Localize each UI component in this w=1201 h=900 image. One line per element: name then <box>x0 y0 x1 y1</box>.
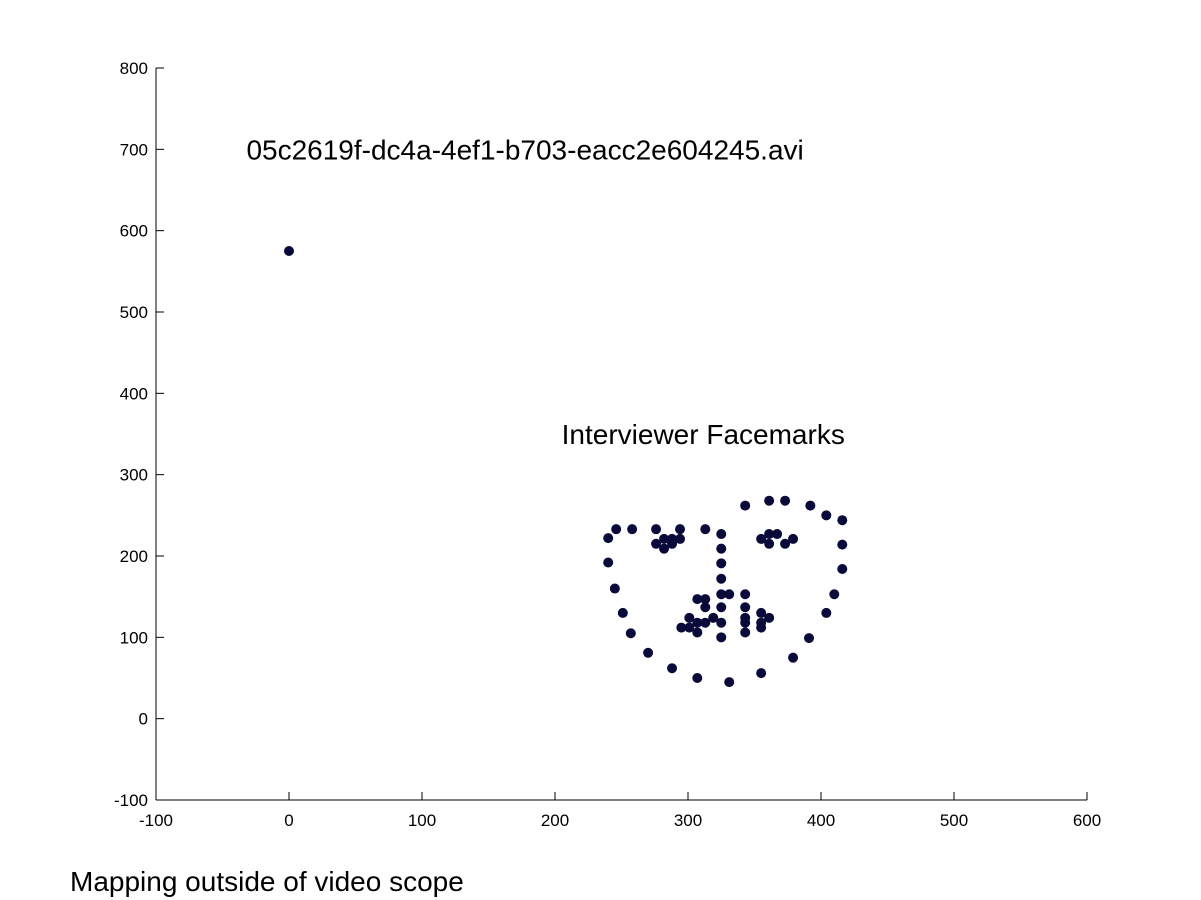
x-tick-label: 500 <box>940 811 968 830</box>
caption: Mapping outside of video scope <box>70 866 464 897</box>
data-point <box>780 495 791 506</box>
facemarks-annotation: Interviewer Facemarks <box>562 419 845 450</box>
data-point <box>643 647 654 658</box>
y-tick-label: 600 <box>120 222 148 241</box>
data-point <box>675 524 686 535</box>
data-point <box>740 612 751 623</box>
y-tick-label: 800 <box>120 59 148 78</box>
data-point <box>716 617 727 628</box>
video-filename-annotation: 05c2619f-dc4a-4ef1-b703-eacc2e604245.avi <box>246 134 803 165</box>
x-tick-label: 400 <box>807 811 835 830</box>
data-point <box>829 589 840 600</box>
x-tick-label: 600 <box>1073 811 1101 830</box>
data-point <box>716 529 727 540</box>
y-tick-label: 700 <box>120 140 148 159</box>
data-point <box>692 627 703 638</box>
data-point <box>716 573 727 584</box>
data-point <box>788 652 799 663</box>
data-point <box>651 538 662 549</box>
data-point <box>684 612 695 623</box>
data-point <box>756 617 767 628</box>
data-point <box>821 607 832 618</box>
data-point <box>659 543 670 554</box>
data-point <box>724 677 735 688</box>
x-tick-label: 0 <box>284 811 293 830</box>
data-point <box>675 533 686 544</box>
data-point <box>692 673 703 683</box>
data-point <box>716 632 727 643</box>
data-point <box>667 538 678 549</box>
y-tick-label: 500 <box>120 303 148 322</box>
y-tick-label: 400 <box>120 384 148 403</box>
data-point <box>609 583 620 594</box>
data-point <box>617 607 628 618</box>
data-point <box>627 524 638 535</box>
data-point <box>740 602 751 613</box>
data-point <box>700 617 711 628</box>
data-point <box>764 529 775 540</box>
data-point <box>756 607 767 618</box>
data-point <box>684 622 695 633</box>
data-point <box>805 500 816 511</box>
data-point <box>716 589 727 600</box>
data-points <box>284 246 848 688</box>
data-point <box>740 500 751 511</box>
data-point <box>764 612 775 623</box>
data-point <box>821 510 832 521</box>
data-point <box>724 589 735 600</box>
data-point <box>700 524 711 535</box>
x-tick-label: 100 <box>408 811 436 830</box>
x-tick-label: 300 <box>674 811 702 830</box>
data-point <box>804 633 815 644</box>
data-point <box>837 564 848 575</box>
data-point <box>700 594 711 605</box>
data-point <box>740 627 751 638</box>
y-tick-label: -100 <box>114 791 148 810</box>
data-point <box>611 524 622 535</box>
data-point <box>756 533 767 544</box>
axes: -100 0 100 200 300 400 500 600 -100 0 100 200 300 400… <box>114 59 1101 830</box>
data-point <box>603 557 614 568</box>
y-tick-label: 0 <box>139 710 148 729</box>
data-point <box>764 538 775 549</box>
data-point <box>651 524 662 535</box>
data-point <box>625 628 636 639</box>
data-point <box>692 617 703 628</box>
data-point <box>284 246 294 256</box>
data-point <box>716 602 727 613</box>
data-point <box>700 602 711 613</box>
y-tick-label: 100 <box>120 628 148 647</box>
annotations: 05c2619f-dc4a-4ef1-b703-eacc2e604245.avi… <box>246 134 844 450</box>
data-point <box>716 543 727 554</box>
data-point <box>772 529 783 540</box>
data-point <box>716 558 727 569</box>
data-point <box>676 622 687 633</box>
data-point <box>837 539 848 550</box>
data-point <box>756 668 767 679</box>
data-point <box>780 538 791 549</box>
y-tick-label: 200 <box>120 547 148 566</box>
data-point <box>659 533 670 544</box>
data-point <box>837 515 848 526</box>
x-tick-label: 200 <box>541 811 569 830</box>
y-tick-label: 300 <box>120 466 148 485</box>
data-point <box>603 533 614 544</box>
x-tick-label: -100 <box>139 811 173 830</box>
data-point <box>740 589 751 600</box>
data-point <box>708 612 719 623</box>
data-point <box>788 533 799 544</box>
data-point <box>764 495 775 506</box>
data-point <box>667 663 678 674</box>
data-point <box>692 594 703 605</box>
